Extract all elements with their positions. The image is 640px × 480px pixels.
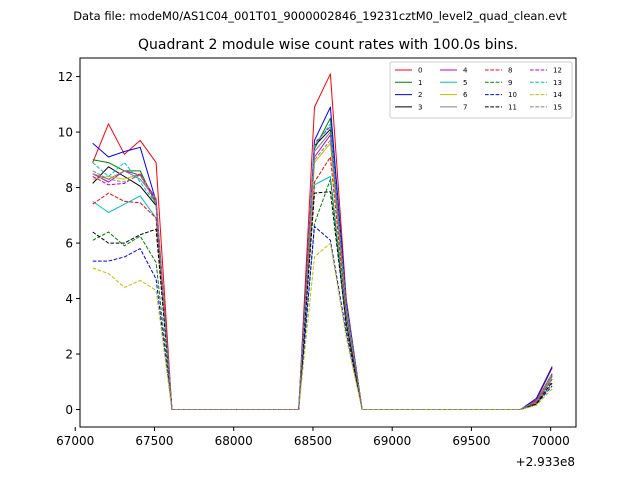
legend-label-10: 10 <box>508 91 517 99</box>
legend-label-8: 8 <box>508 67 512 75</box>
series-line-14 <box>92 242 553 410</box>
y-tick-label: 2 <box>65 347 73 361</box>
legend-label-11: 11 <box>508 103 517 111</box>
y-tick-label: 6 <box>65 236 73 250</box>
x-tick-label: 68000 <box>215 434 253 448</box>
legend-box <box>389 61 573 119</box>
legend-label-13: 13 <box>553 79 562 87</box>
series-line-15 <box>92 139 553 410</box>
legend-label-3: 3 <box>418 103 422 111</box>
legend-label-9: 9 <box>508 79 512 87</box>
x-tick-label: 69000 <box>373 434 411 448</box>
legend-label-6: 6 <box>463 91 468 99</box>
y-axis: 0 2 4 6 8 10 12 <box>58 70 80 417</box>
legend-label-2: 2 <box>418 91 422 99</box>
legend-label-14: 14 <box>553 91 562 99</box>
chart-title: Quadrant 2 module wise count rates with … <box>138 37 518 53</box>
series-line-9 <box>92 178 553 410</box>
x-tick-label: 69500 <box>452 434 490 448</box>
legend-label-12: 12 <box>553 67 562 75</box>
legend-label-0: 0 <box>418 67 422 75</box>
x-tick-label: 70000 <box>532 434 570 448</box>
series-layer <box>92 73 553 410</box>
x-tick-label: 68500 <box>294 434 332 448</box>
y-tick-label: 8 <box>65 181 73 195</box>
y-tick-label: 4 <box>65 292 73 306</box>
legend-label-15: 15 <box>553 103 562 111</box>
legend-label-5: 5 <box>463 79 467 87</box>
plot-frame <box>79 57 577 428</box>
figure-suptitle: Data file: modeM0/AS1C04_001T01_90000028… <box>73 9 567 23</box>
x-tick-label: 67000 <box>56 434 94 448</box>
y-tick-label: 0 <box>65 403 73 417</box>
x-tick-label: 67500 <box>135 434 173 448</box>
y-tick-label: 10 <box>58 125 73 139</box>
legend-label-7: 7 <box>463 103 467 111</box>
plot-area <box>80 58 576 427</box>
y-tick-label: 12 <box>58 70 73 84</box>
legend-label-1: 1 <box>418 79 422 87</box>
x-axis: 67000 67500 68000 68500 69000 69500 70000 <box>56 427 570 448</box>
legend-label-4: 4 <box>463 67 468 75</box>
x-axis-offset-label: +2.933e8 <box>516 455 575 469</box>
